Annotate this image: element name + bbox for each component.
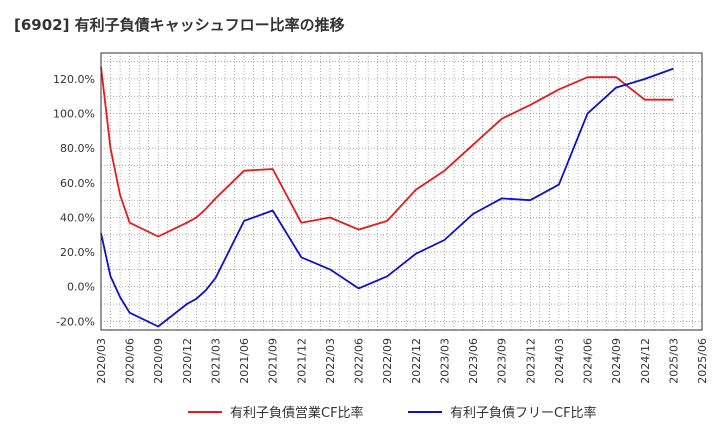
x-tick-label: 2020/12 [181, 338, 194, 384]
y-tick-label: 20.0% [60, 246, 95, 259]
legend-label-1: 有利子負債営業CF比率 [230, 405, 364, 421]
x-tick-label: 2024/09 [610, 338, 623, 384]
x-tick-label: 2022/03 [324, 338, 337, 384]
y-tick-label: 80.0% [60, 142, 95, 155]
y-tick-label: 40.0% [60, 211, 95, 224]
y-tick-label: 0.0% [67, 281, 95, 294]
x-tick-label: 2020/03 [95, 338, 108, 384]
x-tick-label: 2022/12 [410, 338, 423, 384]
x-tick-label: 2021/06 [238, 338, 251, 384]
y-tick-label: 60.0% [60, 177, 95, 190]
x-tick-label: 2023/12 [524, 338, 537, 384]
x-tick-label: 2021/12 [295, 338, 308, 384]
y-tick-label: 120.0% [53, 73, 95, 86]
legend: 有利子負債営業CF比率 有利子負債フリーCF比率 [188, 405, 597, 421]
series-lines [100, 66, 674, 328]
x-tick-label: 2020/09 [152, 338, 165, 384]
x-axis-labels: 2020/03 2020/06 2020/09 2020/12 2021/03 2021/… [95, 338, 709, 384]
grid-lines [100, 53, 703, 330]
series-line-1 [100, 66, 674, 238]
y-tick-label: 100.0% [53, 108, 95, 121]
x-tick-label: 2021/03 [209, 338, 222, 384]
legend-label-2: 有利子負債フリーCF比率 [450, 405, 597, 421]
x-tick-label: 2022/06 [353, 338, 366, 384]
y-axis-labels: -20.0% 0.0% 20.0% 40.0% 60.0% 80.0% 100.0% 120.… [53, 73, 95, 328]
x-tick-label: 2024/06 [582, 338, 595, 384]
x-tick-label: 2024/12 [639, 338, 652, 384]
x-tick-label: 2023/09 [496, 338, 509, 384]
chart-title: [6902] 有利子負債キャッシュフロー比率の推移 [14, 16, 345, 34]
x-tick-label: 2020/06 [124, 338, 137, 384]
x-tick-label: 2023/03 [438, 338, 451, 384]
x-tick-label: 2025/06 [696, 338, 709, 384]
x-tick-label: 2022/09 [381, 338, 394, 384]
plot-frame [100, 52, 703, 331]
x-tick-label: 2021/09 [267, 338, 280, 384]
x-tick-label: 2023/06 [467, 338, 480, 384]
x-tick-label: 2024/03 [553, 338, 566, 384]
y-tick-label: -20.0% [56, 315, 95, 328]
series-line-2 [100, 67, 674, 328]
x-tick-label: 2025/03 [667, 338, 680, 384]
